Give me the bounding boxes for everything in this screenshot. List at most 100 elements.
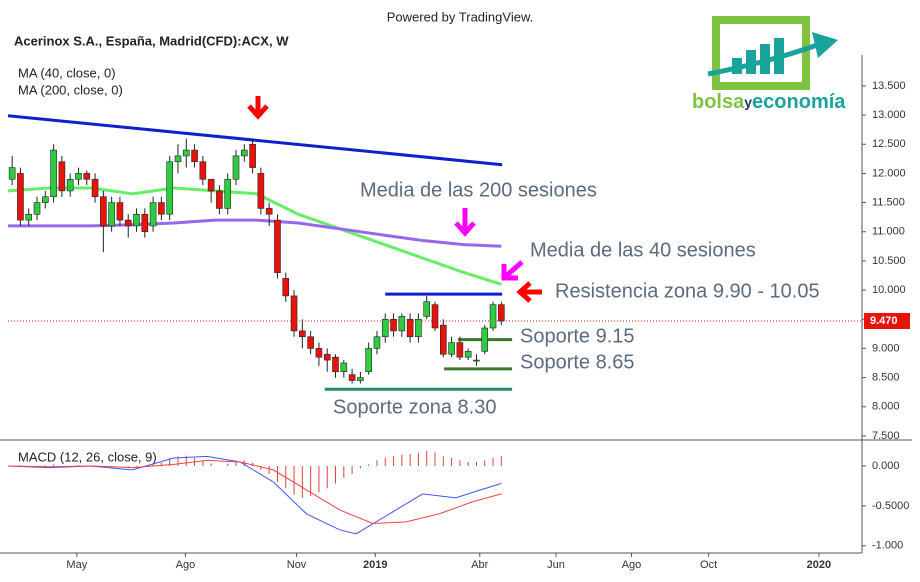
candle-body (83, 173, 91, 180)
candle-body (348, 374, 356, 381)
x-tick-label: 2020 (807, 559, 831, 571)
candle-body (207, 178, 215, 192)
y-tick-label: 10.000 (872, 284, 906, 296)
candle-body (42, 196, 49, 203)
y-tick-label: 0.000 (872, 460, 900, 472)
candle-body (58, 161, 66, 192)
candle-body (33, 202, 41, 215)
y-tick-label: 11.000 (872, 226, 905, 238)
candle-body (307, 336, 314, 349)
watermark: Powered by TradingView. (387, 9, 533, 24)
y-tick-label: 11.500 (872, 196, 905, 208)
candle-body (398, 316, 406, 332)
candle-body (265, 208, 273, 215)
candle-body (174, 155, 182, 163)
candle-body (498, 304, 505, 322)
x-tick-label: Jun (547, 559, 565, 571)
candle-body (75, 173, 82, 180)
x-tick-label: Abr (471, 559, 488, 571)
candle-body (448, 342, 455, 355)
price-label-box (864, 313, 910, 329)
candle-body (224, 178, 232, 209)
arrow (454, 208, 476, 237)
candle-body (232, 155, 240, 180)
candle-body (473, 359, 480, 362)
candle-body (249, 143, 256, 168)
arrow (501, 260, 524, 281)
y-tick-label: 7.500 (872, 430, 900, 442)
candle-body (158, 202, 165, 215)
candle-body (108, 202, 115, 227)
candle-body (365, 348, 372, 373)
x-tick-label: Nov (287, 559, 307, 571)
candle-body (116, 202, 124, 221)
candle-body (415, 318, 422, 338)
logo: bolsayeconomía (692, 16, 846, 113)
annotation: Media de las 200 sesiones (360, 179, 597, 201)
y-tick-label: 8.000 (872, 401, 900, 413)
indicator-label: MACD (12, 26, close, 9) (18, 449, 157, 464)
y-tick-label: 9.000 (872, 342, 900, 354)
candle-body (282, 278, 290, 297)
candle-body (381, 318, 389, 338)
candle-body (17, 173, 24, 221)
moving-average (8, 218, 502, 248)
candle-body (406, 318, 414, 338)
logo-text: bolsayeconomía (692, 91, 846, 113)
macd-line (7, 459, 502, 525)
candle-body (423, 301, 431, 317)
candle-body (390, 318, 397, 332)
candle-body (257, 173, 265, 209)
candle-body (439, 324, 447, 355)
candle-body (332, 356, 339, 373)
candle-body (315, 348, 323, 358)
candle-body (182, 149, 190, 157)
candle-body (357, 377, 364, 381)
candle-body (464, 351, 472, 358)
arrow (247, 96, 269, 120)
candle-body (373, 336, 381, 349)
candle-body (340, 362, 348, 373)
y-tick-label: 13.500 (872, 80, 906, 92)
annotation: Resistencia zona 9.90 - 10.05 (555, 280, 820, 302)
candle-body (133, 213, 140, 227)
x-tick-label: Ago (176, 559, 196, 571)
y-tick-label: 12.000 (872, 167, 906, 179)
annotation: Soporte 8.65 (520, 351, 635, 373)
annotation: Media de las 40 sesiones (530, 239, 756, 261)
candle-body (141, 213, 149, 233)
indicator-label: MA (40, close, 0) (18, 65, 116, 80)
annotation: Soporte zona 8.30 (333, 396, 496, 418)
logo-arrow-head (812, 32, 838, 58)
candle-body (8, 167, 16, 180)
candle-body (323, 353, 331, 361)
candle-body (199, 161, 207, 180)
candle-body (481, 327, 489, 352)
candle-body (274, 219, 281, 273)
moving-average (7, 186, 502, 286)
annotation: Soporte 9.15 (520, 325, 635, 347)
candle-body (166, 161, 173, 215)
y-tick-label: 10.500 (872, 255, 906, 267)
candle-body (456, 342, 464, 358)
candle-body (290, 295, 298, 332)
x-tick-label: Ago (622, 559, 642, 571)
candle-body (216, 190, 223, 209)
candle-body (100, 196, 107, 227)
logo-bar (746, 50, 756, 74)
y-tick-label: 13.000 (872, 109, 906, 121)
logo-frame (712, 16, 810, 90)
logo-arrow (707, 41, 821, 77)
x-tick-label: Oct (700, 559, 717, 571)
candle-body (91, 178, 99, 198)
candle-body (431, 304, 439, 329)
candle-body (299, 330, 306, 338)
candle-body (489, 304, 497, 329)
y-tick-label: -1.000 (872, 540, 903, 552)
candle-body (25, 213, 33, 221)
candle-body (149, 202, 157, 227)
candle-body (241, 149, 248, 157)
candle-body (50, 149, 57, 198)
